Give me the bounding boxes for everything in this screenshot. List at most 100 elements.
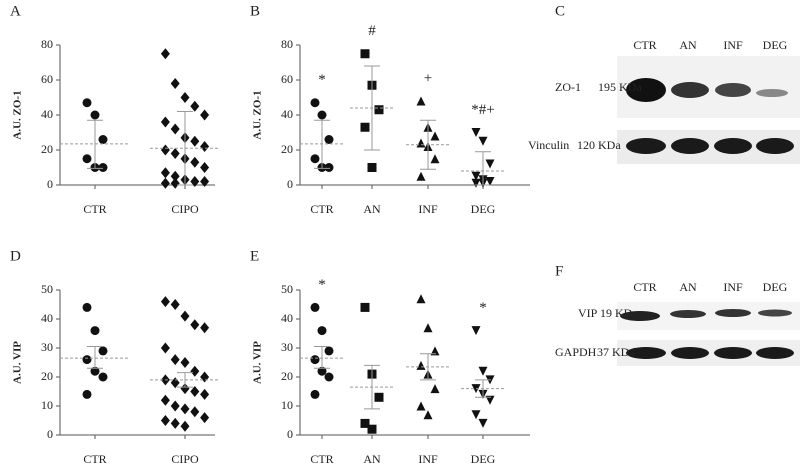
data-point xyxy=(82,302,92,312)
data-point xyxy=(367,163,377,172)
data-point xyxy=(324,163,334,172)
data-point xyxy=(160,167,170,179)
data-point xyxy=(190,386,200,397)
y-axis-label: A.U. VIP xyxy=(252,341,264,384)
error-bar xyxy=(364,364,380,410)
data-point xyxy=(170,417,180,429)
data-point xyxy=(90,326,100,336)
data-point xyxy=(416,138,426,148)
y-tick-label: 20 xyxy=(41,369,53,383)
data-point xyxy=(82,98,92,108)
data-point xyxy=(485,395,495,405)
data-point xyxy=(310,389,320,399)
data-point xyxy=(471,326,481,336)
y-axis-label: A.U. ZO-1 xyxy=(12,90,24,139)
x-tick-label: DEG xyxy=(471,202,496,216)
x-tick-label: CIPO xyxy=(171,202,199,216)
data-point xyxy=(98,372,108,382)
significance-mark: + xyxy=(424,70,432,86)
y-tick-label: 60 xyxy=(41,72,53,86)
lane-label: CTR xyxy=(633,280,656,294)
y-tick-label: 0 xyxy=(287,427,293,441)
error-bar xyxy=(177,111,193,186)
data-point xyxy=(170,148,180,159)
data-point xyxy=(416,171,426,181)
y-tick-label: 10 xyxy=(281,398,293,412)
panel-label: E xyxy=(250,248,259,264)
lane-label: DEG xyxy=(763,38,788,52)
data-point xyxy=(200,322,210,334)
data-point xyxy=(200,388,210,400)
y-tick-label: 40 xyxy=(41,311,53,325)
data-point xyxy=(180,92,190,103)
blot-image xyxy=(617,302,800,366)
data-point xyxy=(190,100,200,112)
data-point xyxy=(160,144,170,156)
x-tick-label: INF xyxy=(418,452,438,466)
y-tick-label: 20 xyxy=(41,142,53,156)
y-tick-label: 20 xyxy=(281,369,293,383)
data-point xyxy=(317,326,327,336)
x-tick-label: AN xyxy=(363,452,381,466)
x-tick-label: AN xyxy=(363,202,381,216)
y-tick-label: 40 xyxy=(281,107,293,121)
protein-label: GAPDH xyxy=(555,345,597,359)
data-point xyxy=(98,135,108,144)
error-bar xyxy=(314,346,330,369)
significance-mark: * xyxy=(318,277,326,293)
y-tick-label: 80 xyxy=(41,37,53,51)
data-point xyxy=(485,159,495,169)
data-point xyxy=(374,105,384,115)
data-point xyxy=(200,109,210,121)
y-tick-label: 20 xyxy=(281,142,293,156)
lane-label: CTR xyxy=(633,38,656,52)
data-point xyxy=(190,176,200,187)
y-tick-label: 50 xyxy=(41,282,53,296)
data-point xyxy=(160,116,170,128)
data-point xyxy=(82,389,92,399)
y-axis-label: A.U. VIP xyxy=(12,341,24,384)
data-point xyxy=(170,170,180,182)
data-point xyxy=(430,384,440,394)
data-point xyxy=(478,136,488,146)
data-point xyxy=(180,357,190,368)
data-point xyxy=(430,154,440,164)
lane-label: INF xyxy=(723,280,743,294)
data-point xyxy=(360,122,370,132)
error-bar xyxy=(364,65,380,151)
panel-label: A xyxy=(10,3,21,19)
data-point xyxy=(416,360,426,370)
data-point xyxy=(90,110,100,120)
lane-label: AN xyxy=(679,38,697,52)
lane-label: AN xyxy=(679,280,697,294)
data-point xyxy=(471,410,481,420)
data-point xyxy=(170,299,180,310)
y-tick-label: 10 xyxy=(41,398,53,412)
data-point xyxy=(180,420,190,432)
data-point xyxy=(90,366,100,376)
error-bar xyxy=(420,119,436,170)
data-point xyxy=(471,178,481,188)
y-tick-label: 60 xyxy=(281,72,293,86)
data-point xyxy=(416,96,426,106)
data-point xyxy=(478,366,488,376)
data-point xyxy=(98,346,108,356)
data-point xyxy=(471,128,481,137)
data-point xyxy=(82,154,92,164)
data-point xyxy=(200,141,210,152)
size-label: 19 KDa xyxy=(600,306,638,320)
data-point xyxy=(360,302,370,312)
data-point xyxy=(430,346,440,356)
lane-label: INF xyxy=(723,38,743,52)
y-tick-label: 50 xyxy=(281,282,293,296)
significance-mark: * xyxy=(479,300,487,316)
data-point xyxy=(471,171,481,181)
significance-mark: *#+ xyxy=(471,102,494,118)
data-point xyxy=(180,403,190,415)
data-point xyxy=(190,135,200,147)
data-point xyxy=(170,354,180,366)
data-point xyxy=(324,135,334,144)
error-bar xyxy=(87,119,103,169)
data-point xyxy=(160,415,170,426)
data-point xyxy=(82,355,92,365)
